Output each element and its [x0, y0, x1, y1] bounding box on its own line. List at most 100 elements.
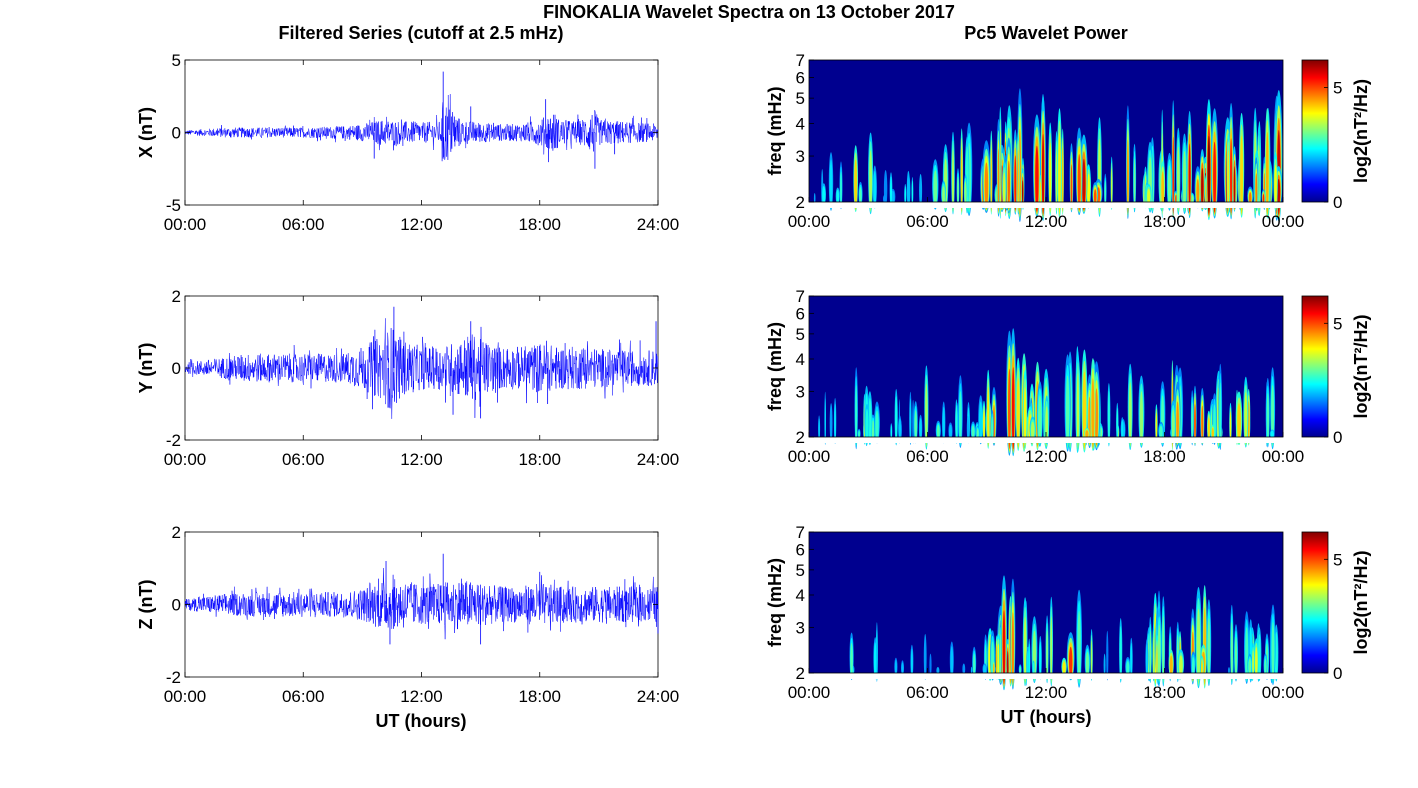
x-wavelet-power-streak	[1077, 154, 1081, 211]
y-wavelet-power-streak	[1201, 405, 1204, 443]
x-wavelet-power-streak	[1213, 141, 1217, 213]
y-wavelet-mask-top	[749, 284, 1293, 296]
x-wavelet-ytick-label-2: 5	[796, 89, 805, 108]
z-wavelet-power-streak	[923, 633, 927, 680]
x-wavelet-mask-right	[1283, 60, 1295, 202]
x-wavelet-ytick-label-4: 3	[796, 147, 805, 166]
x-wavelet-power-streak	[829, 159, 833, 210]
x-wavelet-power-streak	[854, 159, 857, 210]
z-wavelet-xtick-label-2: 12:00	[1025, 683, 1068, 702]
y-wavelet-xtick-label-0: 00:00	[788, 447, 831, 466]
z-wavelet-power-streak	[910, 648, 913, 678]
z-wavelet-power-streak	[970, 666, 973, 675]
z-series-xtick-label-3: 18:00	[518, 687, 561, 706]
y-wavelet-power-streak	[983, 410, 985, 442]
y-wavelet-power-streak	[1016, 378, 1020, 448]
x-wavelet-power-streak	[1183, 151, 1186, 211]
z-wavelet-power-streak	[1149, 631, 1152, 681]
z-wavelet-ytick-label-5: 2	[796, 664, 805, 683]
y-wavelet-power-streak	[895, 396, 898, 445]
z-series-panel: 2 0 -200:00 06:00 12:00 18:00 24:00 Z (nT)	[136, 523, 679, 706]
z-wavelet-power-streak	[1069, 646, 1073, 678]
y-wavelet-power-streak	[1008, 368, 1011, 449]
y-wavelet-power-streak	[1266, 393, 1269, 445]
x-wavelet-power-streak	[890, 176, 892, 207]
z-wavelet-power-streak	[1271, 622, 1275, 682]
z-wavelet-power-streak	[999, 633, 1001, 680]
x-wavelet-power-streak	[1201, 168, 1204, 208]
z-wavelet-colorbar-tick-label-1: 0	[1333, 664, 1342, 683]
x-wavelet-power-streak	[822, 186, 826, 205]
z-wavelet-power-streak	[1274, 631, 1278, 681]
y-series-panel: 2 0 -200:00 06:00 12:00 18:00 24:00 Y (nT)	[136, 287, 679, 469]
z-wavelet-power-streak	[962, 663, 966, 675]
y-wavelet-power-streak	[1211, 427, 1214, 439]
y-wavelet-power-streak	[976, 428, 979, 439]
y-wavelet-power-streak	[1159, 425, 1163, 439]
y-series-xtick-label-1: 06:00	[282, 450, 325, 469]
y-wavelet-power-streak	[971, 425, 975, 440]
y-wavelet-power-streak	[919, 418, 922, 441]
y-wavelet-power-streak	[890, 425, 892, 440]
y-wavelet-power-streak	[914, 410, 917, 442]
x-wavelet-power-streak	[1087, 173, 1090, 207]
y-wavelet-mask-bottom	[749, 437, 1293, 443]
z-wavelet-ytick-label-4: 3	[796, 618, 805, 637]
y-wavelet-xtick-label-3: 18:00	[1143, 447, 1186, 466]
y-wavelet-xtick-label-1: 06:00	[906, 447, 949, 466]
x-wavelet-power-streak	[1022, 180, 1024, 206]
x-series-xtick-label-2: 12:00	[400, 215, 443, 234]
z-wavelet-power-streak	[1228, 667, 1230, 675]
y-wavelet-colorbar-label: log2(nT²/Hz)	[1351, 315, 1371, 419]
y-wavelet-power-streak	[1011, 367, 1015, 450]
z-wavelet-xtick-label-0: 00:00	[788, 683, 831, 702]
y-wavelet-colorbar	[1301, 295, 1329, 438]
y-wavelet-ytick-label-0: 7	[796, 287, 805, 306]
z-wavelet-xtick-label-3: 18:00	[1143, 683, 1186, 702]
panels: 50-500:00 06:00 12:00 18:00 24:00X (nT)20-20…	[136, 48, 1371, 706]
x-wavelet-colorbar	[1301, 59, 1329, 203]
x-wavelet-power-streak	[1041, 134, 1045, 214]
y-wavelet-power-streak	[942, 406, 945, 443]
y-wavelet-power-streak	[1244, 392, 1248, 445]
z-wavelet-power-streak	[1207, 618, 1211, 683]
z-wavelet-power-streak	[1252, 650, 1254, 677]
y-wavelet-power-streak	[834, 403, 836, 443]
z-wavelet-power-streak	[993, 663, 995, 675]
y-series-line	[184, 318, 659, 419]
y-wavelet-power-streak	[1076, 373, 1079, 449]
x-wavelet-ylabel: freq (mHz)	[765, 86, 785, 175]
y-wavelet-power-streak	[1121, 420, 1124, 440]
z-wavelet-power-streak	[1234, 636, 1238, 680]
z-wavelet-power-streak	[1002, 610, 1006, 685]
x-wavelet-power-streak	[1274, 164, 1277, 209]
z-wavelet-power-streak	[929, 653, 932, 677]
y-wavelet-power-streak	[1085, 430, 1089, 439]
y-series-xtick-label-3: 18:00	[518, 450, 561, 469]
y-wavelet-power-streak	[1229, 411, 1232, 442]
x-wavelet-power-streak	[933, 170, 938, 208]
y-wavelet-power-streak	[955, 404, 958, 443]
x-wavelet-power-streak	[1062, 147, 1064, 212]
z-wavelet-colorbar-tick-label-0: 5	[1333, 550, 1342, 569]
x-wavelet-power-streak	[1172, 136, 1174, 214]
y-wavelet-power-streak	[949, 424, 952, 440]
x-wavelet-power-streak	[873, 170, 877, 208]
x-wavelet-power-streak	[906, 170, 911, 208]
z-wavelet-power-streak	[1248, 658, 1252, 676]
z-wavelet-power-streak	[1255, 647, 1258, 678]
x-wavelet-power-streak	[1017, 149, 1020, 212]
y-wavelet-xtick-label-2: 12:00	[1025, 447, 1068, 466]
y-wavelet-power-streak	[936, 424, 940, 440]
x-wavelet-xtick-label-4: 00:00	[1262, 212, 1305, 231]
z-wavelet-power-streak	[1046, 630, 1048, 681]
x-wavelet-mask-top	[749, 48, 1293, 60]
z-wavelet-power-streak	[1062, 661, 1066, 675]
x-wavelet-power-streak	[1233, 166, 1236, 209]
x-wavelet-power-streak	[1196, 179, 1200, 206]
x-wavelet-xtick-label-3: 18:00	[1143, 212, 1186, 231]
y-wavelet-power-streak	[1171, 409, 1175, 442]
z-wavelet-power-streak	[1264, 658, 1267, 676]
y-wavelet-colorbar-tick-label-0: 5	[1333, 314, 1342, 333]
